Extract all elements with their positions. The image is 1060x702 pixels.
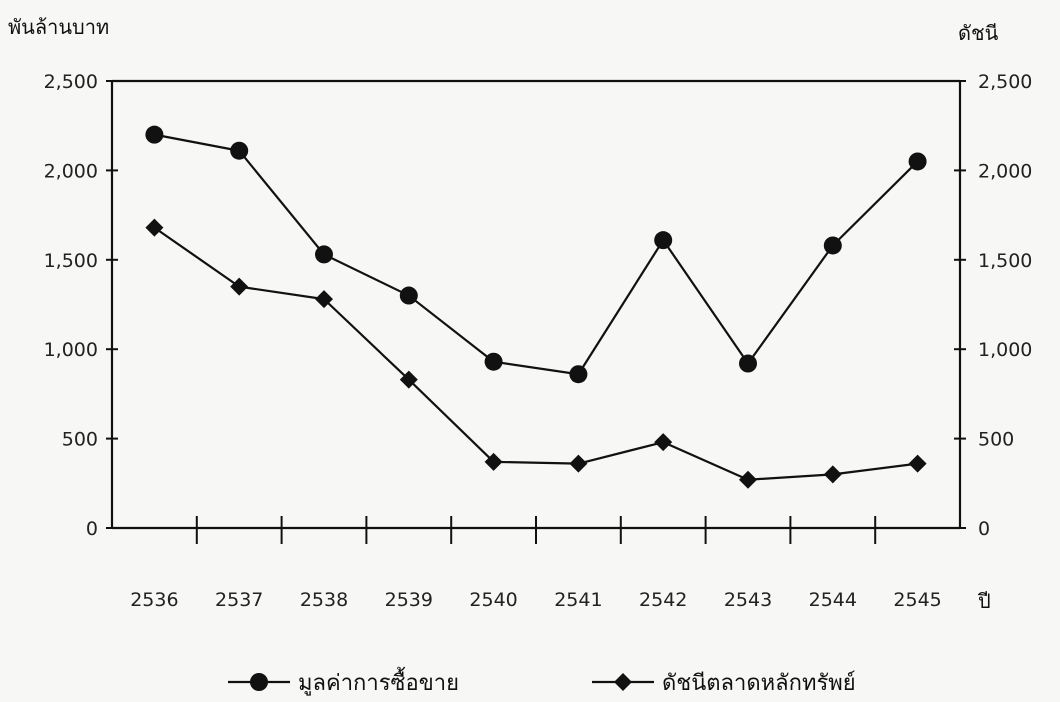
- plot-area: 0 0 500 500 1,000 1,000 1,500 1,500 2,000 2,000 2,…: [44, 71, 1033, 611]
- left-y-tick-label: 500: [62, 429, 98, 451]
- right-y-tick-label: 2,500: [978, 71, 1032, 93]
- x-axis-title: ปี: [978, 589, 991, 613]
- legend-marker-diamond: [614, 673, 632, 691]
- x-tick-label: 2543: [724, 589, 772, 611]
- data-point-trading-value: [739, 354, 757, 373]
- x-tick-label: 2539: [385, 589, 433, 611]
- right-y-tick-label: 0: [978, 518, 990, 540]
- data-point-trading-value: [484, 352, 503, 371]
- series-line-trading-value: [154, 133, 919, 376]
- left-axis-title: พันล้านบาท: [8, 15, 109, 39]
- left-y-tick-label: 2,500: [44, 71, 98, 93]
- legend-label-set-index: ดัชนีตลาดหลักทรัพย์: [662, 671, 856, 696]
- x-tick-label: 2545: [893, 589, 941, 611]
- data-point-trading-value: [230, 141, 249, 160]
- data-point-set-index: [230, 277, 249, 296]
- left-y-tick-label: 1,000: [44, 339, 98, 361]
- legend-label-trading-value: มูลค่าการซื้อขาย: [298, 667, 459, 696]
- data-point-trading-value: [908, 152, 927, 171]
- data-point-set-index: [654, 433, 673, 452]
- legend: มูลค่าการซื้อขาย ดัชนีตลาดหลักทรัพย์: [228, 667, 856, 696]
- data-point-set-index: [399, 370, 418, 389]
- legend-marker-circle: [250, 673, 268, 691]
- x-tick-label: 2540: [469, 589, 517, 611]
- data-point-set-index: [145, 218, 164, 237]
- right-y-tick-label: 1,500: [978, 250, 1032, 272]
- x-tick-label: 2544: [809, 589, 857, 611]
- left-y-tick-label: 1,500: [44, 250, 98, 272]
- right-y-tick-label: 500: [978, 429, 1014, 451]
- right-y-tick-label: 2,000: [978, 160, 1032, 182]
- data-point-set-index: [908, 454, 927, 473]
- data-point-trading-value: [145, 125, 164, 144]
- data-point-set-index: [739, 470, 757, 489]
- x-tick-label: 2541: [554, 589, 602, 611]
- x-tick-label: 2537: [215, 589, 263, 611]
- data-point-set-index: [569, 454, 588, 473]
- right-y-tick-label: 1,000: [978, 339, 1032, 361]
- data-point-trading-value: [823, 236, 842, 255]
- data-point-trading-value: [315, 245, 333, 264]
- data-point-trading-value: [569, 365, 588, 384]
- series-line-set-index: [153, 226, 918, 481]
- data-point-set-index: [484, 452, 503, 471]
- data-point-trading-value: [654, 231, 673, 250]
- x-tick-label: 2538: [300, 589, 348, 611]
- left-y-tick-label: 2,000: [44, 160, 98, 182]
- left-y-tick-label: 0: [86, 518, 98, 540]
- right-axis-title: ดัชนี: [958, 21, 999, 45]
- data-point-trading-value: [399, 286, 418, 305]
- data-point-set-index: [823, 465, 842, 484]
- data-point-set-index: [315, 290, 333, 309]
- x-tick-label: 2536: [130, 589, 178, 611]
- x-tick-label: 2542: [639, 589, 687, 611]
